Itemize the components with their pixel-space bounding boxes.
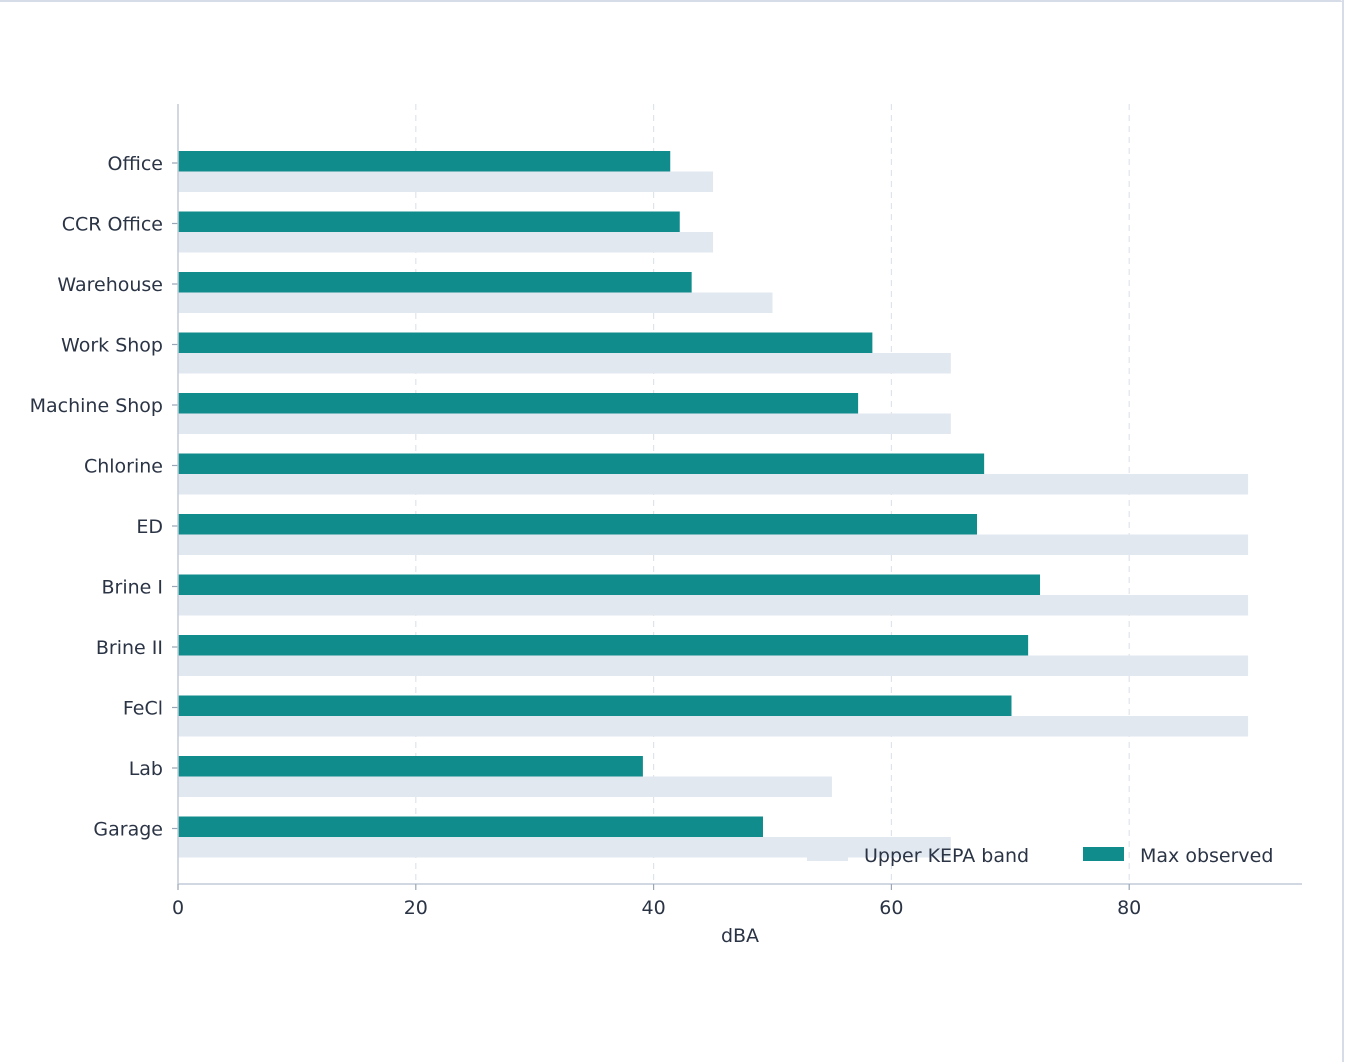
x-tick-label: 0 [172, 897, 184, 919]
bar-upper-kepa-band [178, 292, 773, 313]
y-tick-label: Lab [129, 758, 163, 780]
bar-upper-kepa-band [178, 413, 951, 434]
y-tick-label: CCR Office [62, 214, 163, 236]
y-tick-labels: Office CCR Office Warehouse Work Shop Machin… [30, 153, 163, 841]
bar-upper-kepa-band [178, 534, 1249, 555]
y-tick-label: Brine I [102, 577, 164, 599]
bar-upper-kepa-band [178, 716, 1249, 737]
legend-swatch [1083, 847, 1124, 861]
x-axis-label: dBA [721, 925, 759, 947]
y-tick-label: Garage [93, 819, 163, 841]
bar-upper-kepa-band [178, 595, 1249, 616]
y-tick-label: Work Shop [61, 335, 163, 357]
x-tick-label: 80 [1117, 897, 1141, 919]
bar-max-observed [178, 574, 1041, 595]
axes [172, 104, 1302, 890]
x-tick-label: 40 [642, 897, 666, 919]
card-right-border [1342, 0, 1344, 1062]
x-tick-label: 20 [404, 897, 428, 919]
legend-label: Max observed [1140, 845, 1273, 867]
bar-max-observed [178, 272, 692, 293]
bar-upper-kepa-band [178, 474, 1249, 495]
y-tick-label: Warehouse [57, 274, 163, 296]
x-tick-labels: 0 20 40 60 80 [172, 897, 1141, 919]
bar-max-observed [178, 756, 643, 777]
legend-label: Upper KEPA band [864, 845, 1029, 867]
bar-upper-kepa-band [178, 353, 951, 374]
bar-max-observed [178, 332, 873, 353]
bar-max-observed [178, 695, 1012, 716]
bar-upper-kepa-band [178, 232, 714, 253]
bar-upper-kepa-band [178, 776, 832, 797]
y-tick-label: Chlorine [84, 456, 163, 478]
y-tick-label: Machine Shop [30, 395, 163, 417]
x-tick-label: 60 [879, 897, 903, 919]
legend-swatch [807, 847, 848, 861]
bar-upper-kepa-band [178, 655, 1249, 676]
y-tick-label: Office [108, 153, 163, 175]
bar-max-observed [178, 816, 763, 837]
bar-max-observed [178, 635, 1029, 656]
bar-max-observed [178, 393, 859, 414]
bar-upper-kepa-band [178, 837, 951, 858]
y-tick-label: FeCl [123, 698, 163, 720]
card-top-border [0, 0, 1342, 2]
y-tick-label: ED [136, 516, 163, 538]
bars [178, 151, 1249, 858]
y-tick-label: Brine II [96, 637, 163, 659]
bar-max-observed [178, 453, 985, 474]
legend: Upper KEPA band Max observed [807, 845, 1273, 867]
bar-max-observed [178, 151, 671, 172]
bar-upper-kepa-band [178, 171, 714, 192]
bar-max-observed [178, 211, 680, 232]
bar-max-observed [178, 514, 978, 535]
